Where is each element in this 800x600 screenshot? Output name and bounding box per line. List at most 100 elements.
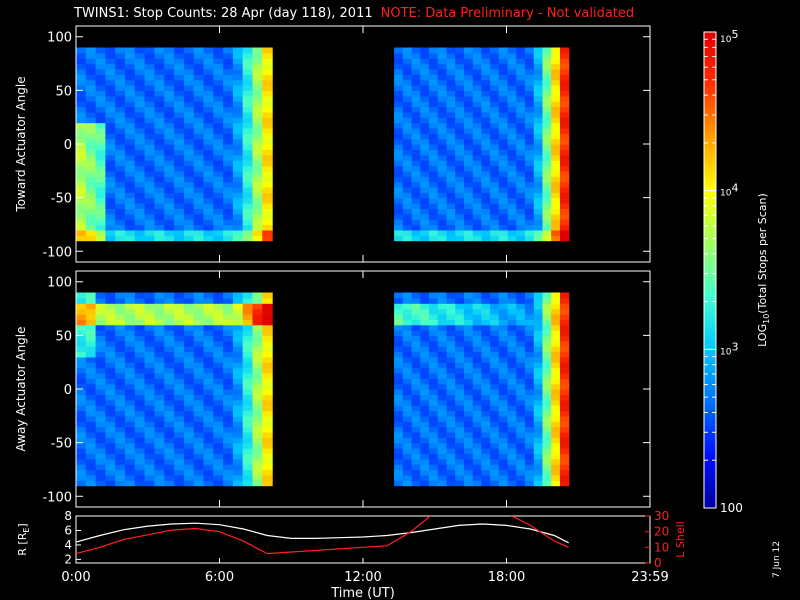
heatmap-cell (183, 63, 195, 70)
heatmap-cell (463, 52, 474, 59)
heatmap-cell (420, 219, 430, 226)
heatmap-cell (76, 122, 87, 129)
heatmap-cell (232, 383, 244, 390)
x-tick-label: 0:00 (61, 570, 90, 585)
heatmap-cell (429, 474, 439, 481)
heatmap-cell (507, 90, 517, 97)
heatmap-cell (213, 448, 224, 454)
heatmap-cell (490, 203, 500, 209)
heatmap-cell (463, 356, 474, 363)
heatmap-cell (525, 58, 535, 65)
heatmap-cell (402, 144, 413, 150)
heatmap-cell (174, 90, 185, 97)
heatmap-cell (490, 106, 500, 113)
heatmap-cell (394, 448, 404, 454)
heatmap-cell (213, 181, 224, 188)
heatmap-cell (134, 192, 146, 199)
heatmap-cell (193, 330, 205, 336)
heatmap-cell (394, 319, 404, 326)
heatmap-cell (183, 165, 195, 172)
heatmap-cell (437, 127, 447, 134)
heatmap-cell (115, 208, 126, 215)
heatmap-cell (455, 170, 465, 177)
heatmap-cell (154, 346, 165, 353)
heatmap-cell (455, 362, 465, 369)
heatmap-cell (164, 297, 175, 304)
heatmap-cell (472, 431, 482, 438)
heatmap-cell (516, 95, 526, 102)
heatmap-cell (232, 101, 244, 108)
heatmap-cell (125, 58, 136, 65)
heatmap-cell (105, 106, 116, 113)
heatmap-cell (429, 453, 439, 460)
heatmap-cell (411, 95, 421, 102)
heatmap-cell (115, 47, 126, 54)
heatmap-cell (125, 79, 136, 86)
heatmap-cell (525, 79, 535, 86)
heatmap-cell (490, 480, 500, 487)
heatmap-cell (125, 480, 136, 487)
heatmap-cell (164, 324, 175, 331)
heatmap-cell (560, 85, 570, 91)
heatmap-cell (437, 122, 447, 129)
heatmap-cell (490, 160, 500, 167)
heatmap-cell (481, 378, 491, 385)
heatmap-cell (193, 405, 205, 412)
heatmap-cell (174, 464, 185, 471)
heatmap-cell (411, 122, 421, 129)
heatmap-cell (420, 372, 430, 379)
heatmap-cell (203, 383, 214, 390)
heatmap-cell (481, 138, 491, 145)
heatmap-cell (455, 335, 465, 342)
heatmap-cell (481, 330, 491, 336)
heatmap-cell (174, 330, 185, 336)
heatmap-cell (164, 170, 175, 177)
heatmap-cell (525, 405, 535, 412)
heatmap-cell (533, 186, 544, 193)
heatmap-cell (183, 474, 195, 481)
heatmap-cell (463, 181, 474, 188)
heatmap-cell (144, 144, 155, 150)
heatmap-cell (429, 186, 439, 193)
heatmap-cell (174, 308, 185, 315)
heatmap-cell (516, 101, 526, 108)
heatmap-cell (203, 176, 214, 183)
heatmap-cell (174, 154, 185, 161)
heatmap-cell (525, 127, 535, 134)
heatmap-cell (429, 138, 439, 145)
heatmap-cell (498, 308, 509, 315)
heatmap-cell (242, 448, 254, 454)
heatmap-cell (490, 421, 500, 428)
heatmap-cell (144, 203, 155, 209)
heatmap-cell (183, 52, 195, 59)
heatmap-cell (472, 410, 482, 417)
heatmap-cell (402, 74, 413, 81)
heatmap-cell (446, 356, 456, 363)
heatmap-cell (203, 319, 214, 326)
heatmap-cell (507, 138, 517, 145)
heatmap-cell (164, 213, 175, 220)
heatmap-cell (429, 219, 439, 226)
heatmap-cell (154, 426, 165, 433)
heatmap-cell (174, 415, 185, 422)
heatmap-cell (446, 192, 456, 199)
heatmap-cell (183, 47, 195, 54)
heatmap-cell (402, 203, 413, 209)
heatmap-cell (115, 442, 126, 449)
heatmap-cell (164, 405, 175, 412)
heatmap-cell (105, 219, 116, 226)
heatmap-cell (76, 197, 87, 204)
heatmap-cell (174, 203, 185, 209)
heatmap-cell (223, 292, 234, 299)
heatmap-cell (420, 399, 430, 406)
heatmap-cell (394, 426, 404, 433)
heatmap-cell (525, 346, 535, 353)
heatmap-cell (125, 63, 136, 70)
heatmap-cell (203, 303, 214, 310)
heatmap-cell (490, 335, 500, 342)
heatmap-cell (429, 297, 439, 304)
heatmap-cell (262, 469, 273, 476)
heatmap-cell (420, 292, 430, 299)
heatmap-cell (125, 356, 136, 363)
heatmap-cell (394, 415, 404, 422)
